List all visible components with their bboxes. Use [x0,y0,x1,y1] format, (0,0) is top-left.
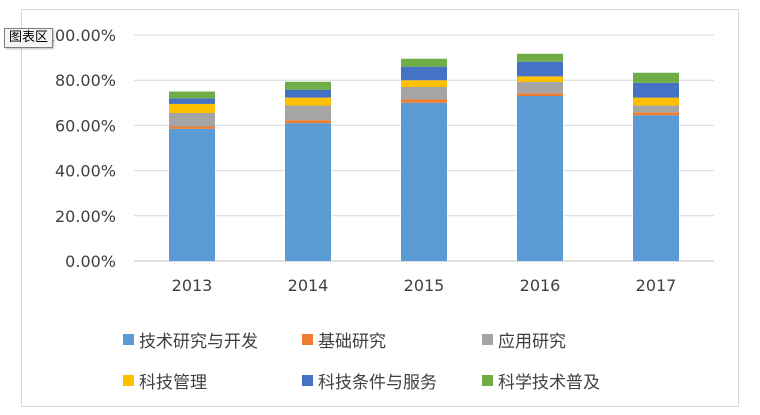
legend-swatch [302,375,313,386]
bar-segment [633,72,679,83]
bar-segment [517,53,563,62]
bar-segment [285,120,331,124]
bar-segment [633,112,679,116]
legend-item: 科技条件与服务 [302,368,437,393]
bar-segment [517,76,563,83]
x-tick-label: 2013 [172,276,213,295]
y-tick-label: 100.00% [45,26,116,45]
legend-item: 基础研究 [302,327,386,352]
legend-label: 基础研究 [318,332,386,352]
y-tick-label: 0.00% [65,252,116,271]
legend-item: 科技管理 [123,368,207,393]
bar-segment [517,61,563,77]
legend-item: 技术研究与开发 [123,327,258,352]
legend-label: 科学技术普及 [498,373,600,393]
legend-swatch [302,334,313,345]
legend-label: 应用研究 [498,332,566,352]
bar-segment [401,86,447,100]
y-tick-label: 40.00% [55,162,116,181]
legend-label: 技术研究与开发 [139,332,258,352]
bar-segment [285,123,331,261]
chart-area[interactable]: 0.00% 20.00% 40.00% 60.00% 80.00% 100.00% 2013… [21,9,739,407]
x-tick-label: 2016 [520,276,561,295]
x-tick-label: 2017 [636,276,677,295]
bar-segment [285,81,331,90]
y-tick-label: 20.00% [55,207,116,226]
bar-segment [517,96,563,262]
legend-label: 科技管理 [139,373,207,393]
bar-segment [633,82,679,98]
bar-segment [169,126,215,129]
legend-swatch [123,334,134,345]
legend-item: 应用研究 [482,327,566,352]
y-tick-label: 80.00% [55,71,116,90]
bar-segment [633,97,679,106]
chart-area-tooltip: 图表区 [4,28,54,48]
legend-swatch [123,375,134,386]
bar-segment [401,99,447,103]
bar-segment [401,102,447,261]
bar-segment [169,91,215,99]
bar-segment [169,98,215,104]
bar-segment [285,97,331,106]
x-tick-label: 2015 [404,276,445,295]
bar-segment [169,128,215,261]
legend-item: 科学技术普及 [482,368,600,393]
chart-plot: 0.00% 20.00% 40.00% 60.00% 80.00% 100.00% 2013… [45,26,714,295]
bar-segment [169,112,215,127]
bar-segment [401,58,447,67]
x-tick-label: 2014 [288,276,329,295]
y-tick-label: 60.00% [55,116,116,135]
bar-segment [633,105,679,113]
bar-segment [285,105,331,121]
bar-segment [401,80,447,87]
bar-segment [517,82,563,94]
bar-segment [633,115,679,261]
bar-segment [285,89,331,98]
legend-label: 科技条件与服务 [318,373,437,393]
bar-segment [401,66,447,81]
bar-segment [517,93,563,97]
bar-segment [169,103,215,113]
legend-swatch [482,334,493,345]
legend-swatch [482,375,493,386]
